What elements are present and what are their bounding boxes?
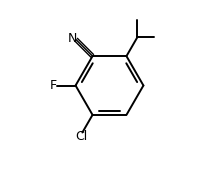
Text: F: F (50, 79, 57, 92)
Text: N: N (68, 32, 77, 45)
Text: Cl: Cl (75, 130, 88, 143)
